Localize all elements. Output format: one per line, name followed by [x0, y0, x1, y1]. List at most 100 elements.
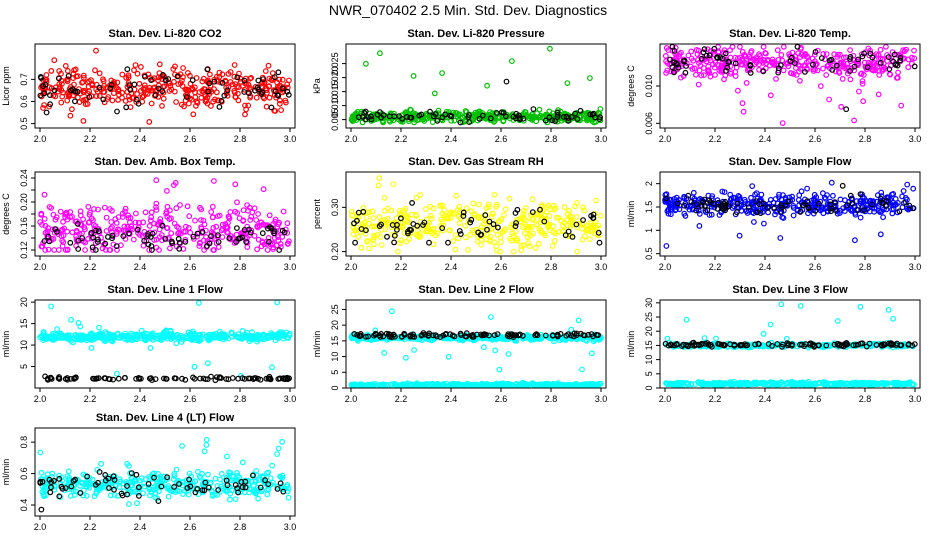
data-point: [895, 69, 901, 76]
x-tick-label: 3.0: [284, 134, 297, 144]
data-point: [904, 181, 911, 188]
data-point: [148, 247, 155, 253]
data-point: [64, 67, 71, 74]
data-point: [134, 70, 141, 77]
data-point: [165, 76, 172, 82]
data-point: [142, 209, 149, 216]
data-point: [797, 208, 804, 215]
data-point: [813, 60, 819, 67]
data-point: [79, 79, 85, 86]
data-point: [495, 224, 501, 231]
data-point: [119, 71, 126, 78]
data-point: [863, 197, 870, 204]
y-axis-label: degrees C: [1, 193, 11, 235]
data-point: [176, 245, 183, 252]
x-tick-label: 2.2: [709, 394, 722, 404]
data-point: [206, 71, 213, 78]
data-point: [142, 85, 149, 91]
data-point: [798, 188, 805, 195]
data-point: [537, 227, 544, 234]
x-tick-label: 2.2: [84, 394, 97, 404]
data-point: [780, 67, 787, 74]
data-point: [735, 192, 742, 199]
data-point: [198, 94, 205, 101]
data-point: [725, 58, 732, 65]
data-point: [475, 238, 481, 245]
data-point: [260, 76, 267, 82]
data-point: [64, 375, 71, 381]
data-point: [552, 118, 558, 124]
data-point: [125, 215, 132, 221]
data-point: [242, 111, 248, 118]
data-point: [873, 342, 880, 348]
data-point: [135, 375, 142, 381]
data-point: [214, 213, 221, 220]
data-point: [496, 218, 502, 225]
data-point: [859, 340, 866, 347]
data-point: [463, 330, 470, 337]
data-point: [469, 334, 476, 340]
data-point: [905, 342, 912, 348]
data-point: [50, 211, 57, 218]
data-point: [683, 316, 690, 323]
data-point: [837, 196, 844, 203]
data-point: [371, 241, 377, 248]
data-point: [721, 189, 728, 196]
data-point: [96, 70, 103, 77]
data-point: [70, 75, 77, 81]
data-point: [761, 203, 768, 210]
data-point: [863, 343, 870, 350]
data-point: [709, 193, 716, 200]
data-point: [851, 117, 857, 124]
data-point: [261, 334, 268, 340]
data-point: [193, 337, 200, 344]
data-point: [146, 118, 153, 125]
data-point: [179, 375, 185, 382]
data-point: [708, 211, 715, 218]
data-point: [189, 77, 196, 84]
data-point: [107, 225, 114, 232]
data-point: [872, 380, 878, 387]
data-point: [136, 231, 143, 238]
data-point: [495, 114, 502, 121]
data-point: [71, 375, 78, 382]
data-point: [59, 93, 66, 100]
data-point: [460, 119, 466, 126]
data-point: [271, 230, 278, 237]
data-point: [259, 89, 266, 96]
data-point: [271, 74, 278, 81]
data-point: [390, 181, 397, 188]
plot-frame: [34, 299, 296, 389]
data-point: [709, 343, 715, 350]
data-point: [860, 98, 867, 105]
data-point: [829, 66, 836, 73]
data-point: [275, 376, 282, 382]
data-point: [90, 234, 97, 241]
data-point: [498, 239, 504, 246]
data-points: [348, 45, 604, 126]
data-point: [810, 210, 817, 217]
data-point: [703, 52, 710, 59]
data-point: [216, 328, 223, 335]
data-point: [175, 81, 182, 87]
data-point: [594, 335, 601, 342]
data-point: [92, 67, 98, 74]
data-point: [911, 63, 918, 70]
plot-panel: Stan. Dev. Li-820 Temp.degrees C2.0 2.2 2.…: [626, 28, 921, 144]
data-point: [833, 62, 840, 69]
data-point: [681, 202, 688, 209]
data-point: [705, 67, 712, 73]
data-point: [855, 207, 861, 214]
data-point: [463, 205, 470, 212]
data-point: [898, 380, 905, 387]
x-tick-label: 2.6: [495, 394, 508, 404]
data-point: [202, 376, 209, 383]
data-point: [911, 341, 918, 348]
data-point: [153, 177, 160, 184]
data-point: [122, 205, 129, 212]
data-point: [248, 213, 255, 220]
y-tick-label: 0.006: [644, 112, 654, 135]
data-point: [155, 85, 162, 92]
data-point: [547, 45, 553, 52]
